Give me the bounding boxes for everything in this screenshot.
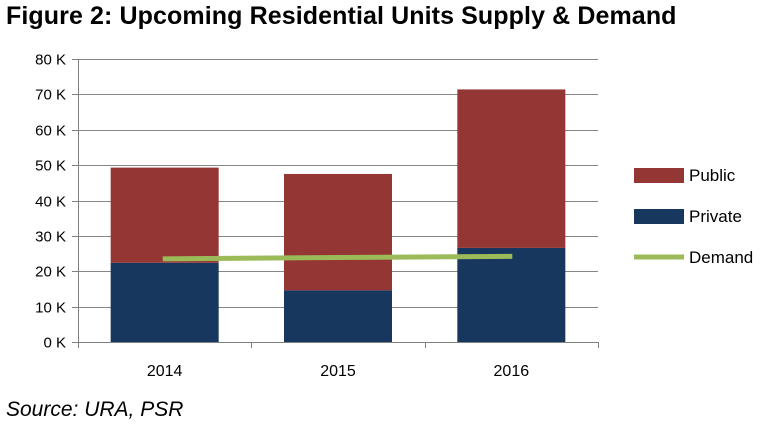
demand-series-line xyxy=(162,253,513,262)
bar-private-2014 xyxy=(110,262,219,342)
bars xyxy=(110,89,566,342)
y-tick-label: 20 K xyxy=(35,264,66,281)
x-tick-label: 2014 xyxy=(147,363,183,380)
x-tick-label: 2016 xyxy=(494,363,530,380)
legend-swatch-public xyxy=(634,168,684,183)
y-tick-label: 10 K xyxy=(35,300,66,317)
bar-private-2016 xyxy=(457,247,566,342)
y-tick-label: 40 K xyxy=(35,194,66,211)
y-tick-label: 80 K xyxy=(35,52,66,69)
y-axis-ticks: 0 K 10 K 20 K 30 K 40 K 50 K 60 K 70 K 80 K xyxy=(35,52,66,352)
y-tick-label: 60 K xyxy=(35,123,66,140)
x-tick-label: 2015 xyxy=(320,363,356,380)
legend-label-demand: Demand xyxy=(689,248,753,267)
y-tick-label: 70 K xyxy=(35,87,66,104)
bar-public-2014 xyxy=(110,167,219,263)
legend-label-private: Private xyxy=(689,207,742,226)
legend: Public Private Demand xyxy=(634,166,753,267)
legend-swatch-private xyxy=(634,209,684,224)
axes xyxy=(72,59,599,348)
y-tick-label: 30 K xyxy=(35,229,66,246)
source-note: Source: URA, PSR xyxy=(6,398,184,421)
demand-line xyxy=(162,253,513,262)
y-tick-label: 0 K xyxy=(43,335,66,352)
legend-label-public: Public xyxy=(689,166,736,185)
bar-private-2015 xyxy=(284,290,392,342)
y-tick-label: 50 K xyxy=(35,158,66,175)
bar-public-2015 xyxy=(284,173,392,291)
figure-title: Figure 2: Upcoming Residential Units Sup… xyxy=(6,2,677,30)
x-axis-ticks: 2014 2015 2016 xyxy=(147,363,529,380)
bar-public-2016 xyxy=(457,89,566,248)
